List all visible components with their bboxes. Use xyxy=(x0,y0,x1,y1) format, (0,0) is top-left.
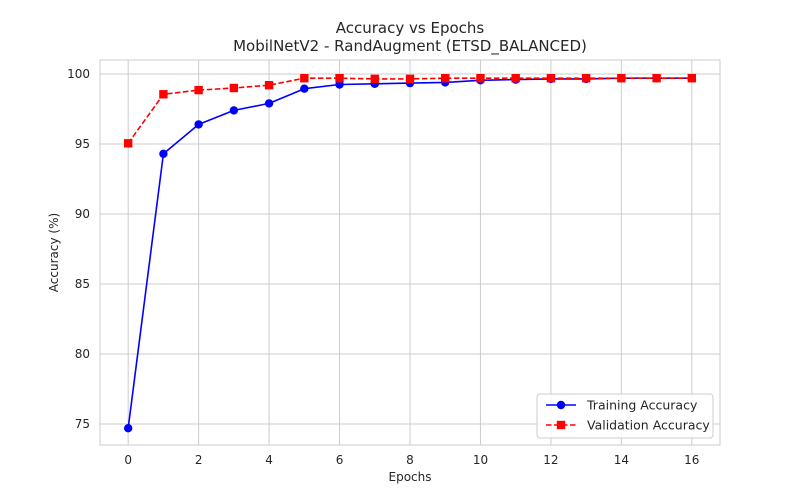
legend: Training Accuracy Validation Accuracy xyxy=(536,393,714,439)
validation-accuracy-point xyxy=(511,74,520,83)
x-tick-label: 0 xyxy=(124,453,132,467)
x-tick-label: 4 xyxy=(265,453,273,467)
training-accuracy-point xyxy=(123,424,133,433)
legend-label-training: Training Accuracy xyxy=(586,398,698,413)
series-layer xyxy=(123,74,697,433)
x-tick-label: 14 xyxy=(614,453,629,467)
validation-accuracy-point xyxy=(300,74,309,83)
validation-accuracy-point xyxy=(194,85,203,95)
validation-accuracy-point xyxy=(159,90,168,99)
training-accuracy-point xyxy=(229,106,239,115)
validation-accuracy-point xyxy=(687,74,697,83)
validation-accuracy-point xyxy=(123,139,133,148)
x-tick-label: 2 xyxy=(195,453,203,467)
training-accuracy-point xyxy=(264,99,274,108)
x-tick-label: 8 xyxy=(406,453,414,467)
validation-accuracy-point xyxy=(546,74,556,83)
validation-accuracy-point xyxy=(229,83,239,93)
x-tick-labels: 0 2 4 6 8 10 12 14 16 xyxy=(124,453,699,467)
x-tick-label: 12 xyxy=(543,453,558,467)
y-tick-label: 80 xyxy=(75,347,90,361)
validation-accuracy-point xyxy=(405,74,415,84)
y-tick-label: 90 xyxy=(75,207,90,221)
chart-title: Accuracy vs Epochs xyxy=(336,19,485,37)
validation-accuracy-point xyxy=(370,74,379,84)
y-tick-labels: 75 80 85 90 95 100 xyxy=(67,67,90,431)
validation-accuracy-point xyxy=(476,74,485,83)
training-accuracy-point xyxy=(159,149,168,158)
plot-frame xyxy=(99,59,721,446)
validation-accuracy-point xyxy=(581,74,591,83)
y-tick-label: 95 xyxy=(75,137,90,151)
training-accuracy-point xyxy=(300,84,309,93)
validation-accuracy-point xyxy=(264,81,274,90)
legend-label-validation: Validation Accuracy xyxy=(587,418,710,433)
validation-accuracy-point xyxy=(335,74,344,83)
legend-marker-validation xyxy=(556,420,566,430)
y-tick-label: 85 xyxy=(75,277,90,291)
y-tick-label: 75 xyxy=(75,417,90,431)
x-tick-label: 10 xyxy=(473,453,488,467)
x-tick-label: 6 xyxy=(336,453,344,467)
y-axis-label: Accuracy (%) xyxy=(47,213,61,292)
x-axis-label: Epochs xyxy=(389,470,432,484)
validation-accuracy-point xyxy=(652,74,661,83)
validation-accuracy-point xyxy=(441,74,450,83)
validation-accuracy-point xyxy=(617,74,626,83)
chart-subtitle: MobilNetV2 - RandAugment (ETSD_BALANCED) xyxy=(233,37,587,56)
y-tick-label: 100 xyxy=(67,67,90,81)
legend-box xyxy=(536,393,714,439)
training-accuracy-point xyxy=(194,120,203,129)
x-tick-label: 16 xyxy=(684,453,699,467)
grid xyxy=(100,60,720,445)
legend-marker-training xyxy=(556,400,566,410)
